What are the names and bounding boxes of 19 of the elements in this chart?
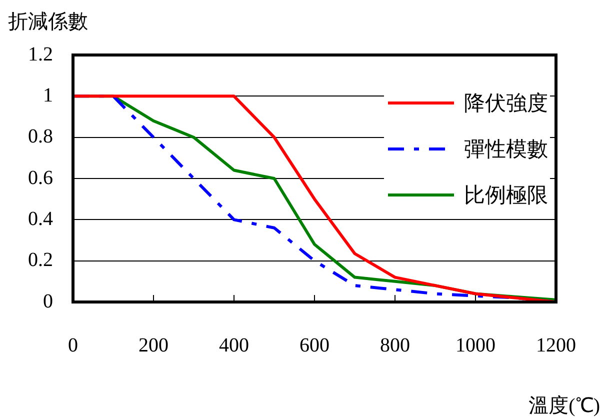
x-tick-label: 600 (300, 334, 330, 356)
y-tick-label: 0.2 (28, 249, 53, 272)
y-tick-label: 1 (43, 84, 53, 106)
x-tick-label: 1000 (456, 334, 496, 356)
x-tick-label: 200 (138, 334, 168, 356)
legend-label: 比例極限 (464, 182, 548, 209)
y-tick-label: 1.2 (28, 43, 53, 66)
x-tick-label: 400 (219, 334, 249, 356)
legend-label: 降伏強度 (464, 90, 548, 117)
x-tick-label: 800 (380, 334, 410, 356)
y-tick-label: 0 (43, 290, 53, 312)
y-axis-title: 折減係數 (8, 10, 88, 35)
y-tick-label: 0.8 (28, 126, 53, 148)
x-tick-label: 0 (68, 334, 78, 356)
x-axis-title: 溫度(℃) (528, 394, 600, 418)
y-tick-label: 0.6 (28, 166, 53, 189)
x-tick-label: 1200 (536, 334, 576, 356)
legend-label: 彈性模數 (464, 136, 548, 163)
y-tick-label: 0.4 (28, 208, 53, 230)
